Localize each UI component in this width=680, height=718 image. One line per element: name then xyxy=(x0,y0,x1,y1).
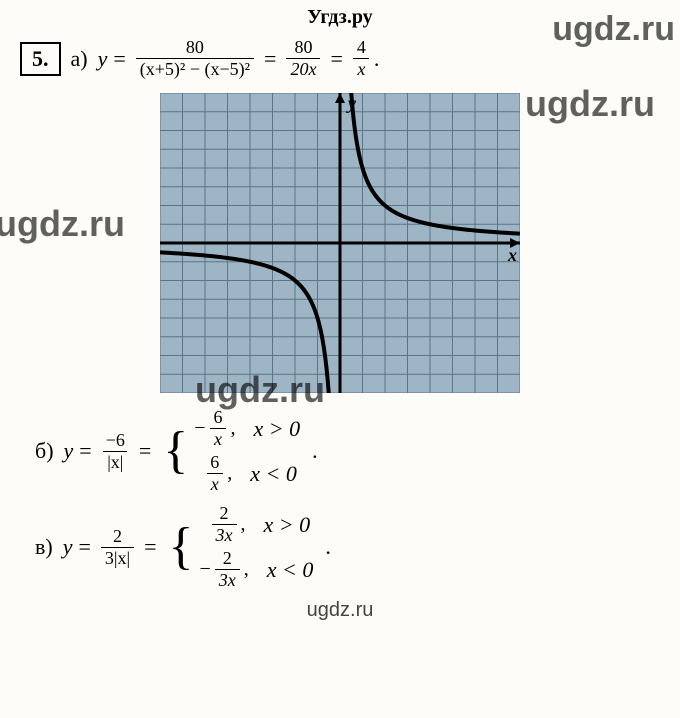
case1-comma-c: , xyxy=(241,513,246,536)
hyperbola-chart: xy xyxy=(160,93,520,393)
case2-comma: , xyxy=(227,462,232,485)
equals-sign: = xyxy=(144,534,156,560)
equals-sign: = xyxy=(330,46,342,72)
main-den: |x| xyxy=(103,451,127,473)
case1-neg: − xyxy=(194,417,205,440)
header-title: Угдз.ру xyxy=(307,6,372,28)
part-b-label: б) xyxy=(35,438,54,464)
part-c-equation: y = 2 3|x| = { 2 3x , x > 0 − xyxy=(63,503,331,591)
case1-frac-c: 2 3x xyxy=(212,503,237,546)
frac3-num: 4 xyxy=(353,37,370,58)
equals-sign: = xyxy=(264,46,276,72)
frac1-num: 80 xyxy=(182,37,208,58)
watermark-left: ugdz.ru xyxy=(0,203,125,245)
cases-list-c: 2 3x , x > 0 − 2 3x , x < 0 xyxy=(200,503,314,591)
svg-text:y: y xyxy=(346,93,357,113)
case1-den-c: 3x xyxy=(212,524,237,546)
part-a-lhs: y xyxy=(98,46,108,72)
page-header: Угдз.ру xyxy=(0,0,680,29)
frac2-num: 80 xyxy=(290,37,316,58)
frac3-den: x xyxy=(353,58,369,80)
case2-cond-c: x < 0 xyxy=(267,557,314,583)
case2-cond: x < 0 xyxy=(250,461,297,487)
case1-cond-c: x > 0 xyxy=(264,512,311,538)
case2-row: 6 x , x < 0 xyxy=(194,452,300,495)
equals-sign: = xyxy=(79,438,91,464)
case2-num: 6 xyxy=(206,452,223,473)
case1-row-c: 2 3x , x > 0 xyxy=(200,503,314,546)
watermark-top-right: ugdz.ru xyxy=(525,83,655,125)
part-b-row: б) y = −6 |x| = { − 6 x , x > 0 xyxy=(0,403,680,499)
frac1-den: (x+5)² − (x−5)² xyxy=(136,58,254,80)
part-a-frac1: 80 (x+5)² − (x−5)² xyxy=(136,37,254,80)
case1-num-c: 2 xyxy=(216,503,233,524)
part-b-main-frac: −6 |x| xyxy=(102,430,129,473)
cases-list: − 6 x , x > 0 6 x , x < 0 xyxy=(194,407,300,495)
case1-row: − 6 x , x > 0 xyxy=(194,407,300,450)
part-a-equation: y = 80 (x+5)² − (x−5)² = 80 20x = 4 x . xyxy=(98,37,380,80)
part-a-frac3: 4 x xyxy=(353,37,370,80)
case1-comma: , xyxy=(231,417,236,440)
case1-frac: 6 x xyxy=(210,407,227,450)
equals-sign: = xyxy=(113,46,125,72)
part-b-cases: { − 6 x , x > 0 6 x , x xyxy=(163,407,300,495)
main-num-c: 2 xyxy=(109,526,126,547)
part-c-dot: . xyxy=(325,534,331,560)
part-c-main-frac: 2 3|x| xyxy=(101,526,134,569)
case2-den: x xyxy=(207,473,223,495)
chart-container: ugdz.ru ugdz.ru ugdz.ru xy xyxy=(0,93,680,393)
case2-frac-c: 2 3x xyxy=(215,548,240,591)
case2-num-c: 2 xyxy=(219,548,236,569)
main-num: −6 xyxy=(102,430,129,451)
part-a-dot: . xyxy=(374,46,380,72)
left-brace-icon: { xyxy=(169,523,194,571)
case2-frac: 6 x xyxy=(206,452,223,495)
frac2-den: 20x xyxy=(286,58,320,80)
part-c-label: в) xyxy=(35,534,53,560)
part-a-frac2: 80 20x xyxy=(286,37,320,80)
case2-den-c: 3x xyxy=(215,569,240,591)
part-b-lhs: y xyxy=(64,438,74,464)
part-c-lhs: y xyxy=(63,534,73,560)
case2-comma-c: , xyxy=(244,558,249,581)
main-den-c: 3|x| xyxy=(101,547,134,569)
case2-row-c: − 2 3x , x < 0 xyxy=(200,548,314,591)
svg-text:x: x xyxy=(507,245,517,265)
part-a-row: 5. а) y = 80 (x+5)² − (x−5)² = 80 20x = … xyxy=(0,29,680,88)
part-b-dot: . xyxy=(312,438,318,464)
case2-neg-c: − xyxy=(200,558,211,581)
case1-cond: x > 0 xyxy=(254,416,301,442)
equals-sign: = xyxy=(139,438,151,464)
problem-number-box: 5. xyxy=(20,42,61,76)
part-c-row: в) y = 2 3|x| = { 2 3x , x > 0 − xyxy=(0,499,680,595)
footer-watermark: ugdz.ru xyxy=(0,595,680,622)
left-brace-icon: { xyxy=(163,427,188,475)
part-b-equation: y = −6 |x| = { − 6 x , x > 0 xyxy=(64,407,318,495)
part-a-label: а) xyxy=(71,46,88,72)
case1-num: 6 xyxy=(210,407,227,428)
case1-den: x xyxy=(210,428,226,450)
equals-sign: = xyxy=(78,534,90,560)
part-c-cases: { 2 3x , x > 0 − 2 3x , xyxy=(169,503,314,591)
